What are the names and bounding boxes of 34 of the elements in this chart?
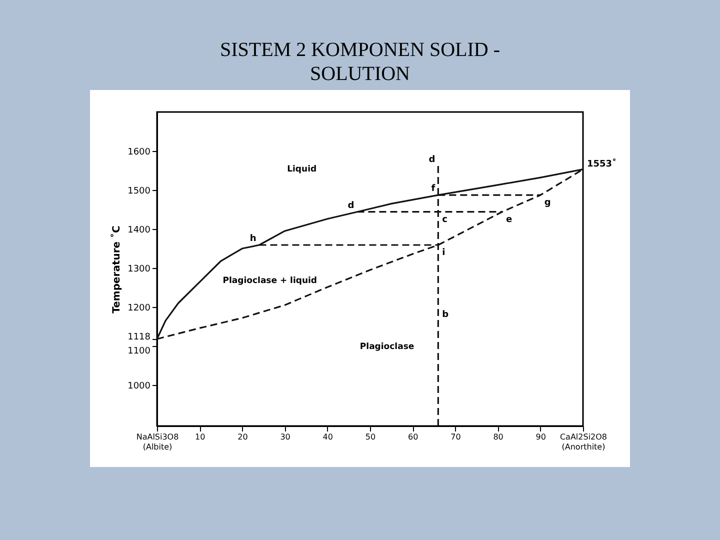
y-tick-label: 1300 — [128, 264, 151, 275]
annotation: 1553˚ — [587, 158, 617, 170]
x-tick-label: 30 — [280, 432, 290, 442]
x-tick-label: CaAl2Si2O8 (Anorthite) — [560, 432, 608, 452]
annotation: d — [428, 154, 436, 165]
annotation: Plagioclase — [360, 342, 414, 352]
y-tick-label: 1600 — [128, 148, 151, 158]
annotation: b — [442, 310, 450, 320]
x-tick-label: 20 — [238, 432, 248, 442]
annotation: d — [348, 200, 354, 211]
y-tick-label: 1400 — [128, 226, 151, 236]
x-tick-label: 40 — [322, 432, 333, 442]
chart-title: SISTEM 2 KOMPONEN SOLID - SOLUTION — [218, 38, 501, 86]
y-tick-label: 1200 — [128, 304, 151, 314]
x-tick-label: 70 — [450, 432, 461, 442]
annotation: g — [544, 198, 551, 208]
annotation: c — [442, 214, 448, 225]
y-tick-label: 1500 — [128, 186, 151, 197]
y-tick-label: 1100 — [128, 346, 151, 357]
annotation: Liquid — [287, 164, 317, 175]
annotation: h — [250, 234, 256, 244]
annotation: f — [431, 184, 436, 194]
x-tick-label: 50 — [365, 432, 376, 442]
x-tick-label: 60 — [408, 432, 418, 442]
x-tick-label: 10 — [195, 432, 206, 442]
y-axis-title: Temperature ˚C — [110, 226, 123, 314]
x-tick-label: 90 — [536, 432, 546, 442]
x-tick-label: 80 — [493, 432, 504, 442]
annotation: i — [442, 248, 446, 258]
y-tick-label: 1118 — [128, 332, 151, 343]
annotation: e — [506, 214, 512, 225]
x-tick-label: NaAlSi3O8 (Albite) — [136, 432, 179, 452]
annotation: Plagioclase + liquid — [222, 276, 318, 286]
y-tick-label: 1000 — [128, 382, 151, 392]
